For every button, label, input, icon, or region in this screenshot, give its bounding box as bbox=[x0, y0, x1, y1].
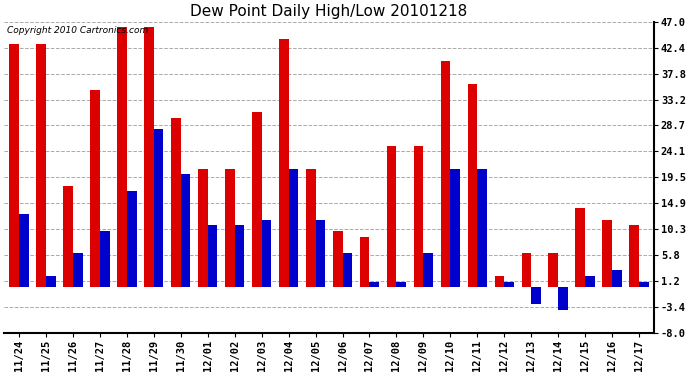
Bar bbox=[522, 254, 531, 287]
Bar bbox=[100, 231, 110, 287]
Bar bbox=[451, 169, 460, 287]
Bar bbox=[468, 84, 477, 287]
Bar bbox=[639, 282, 649, 287]
Bar bbox=[154, 129, 164, 287]
Bar bbox=[225, 169, 235, 287]
Bar bbox=[315, 220, 325, 287]
Bar bbox=[198, 169, 208, 287]
Bar bbox=[9, 44, 19, 287]
Bar bbox=[495, 276, 504, 287]
Bar bbox=[414, 146, 424, 287]
Bar bbox=[531, 287, 541, 304]
Bar bbox=[342, 254, 352, 287]
Bar bbox=[73, 254, 83, 287]
Bar bbox=[629, 225, 639, 287]
Bar bbox=[117, 27, 127, 287]
Bar bbox=[386, 146, 397, 287]
Bar bbox=[235, 225, 244, 287]
Bar bbox=[369, 282, 380, 287]
Bar bbox=[441, 61, 451, 287]
Bar bbox=[602, 220, 612, 287]
Bar bbox=[424, 254, 433, 287]
Bar bbox=[306, 169, 315, 287]
Bar bbox=[46, 276, 56, 287]
Bar bbox=[333, 231, 342, 287]
Text: Copyright 2010 Cartronics.com: Copyright 2010 Cartronics.com bbox=[8, 26, 148, 35]
Bar bbox=[144, 27, 154, 287]
Bar bbox=[171, 118, 181, 287]
Bar bbox=[63, 186, 73, 287]
Bar bbox=[90, 90, 100, 287]
Title: Dew Point Daily High/Low 20101218: Dew Point Daily High/Low 20101218 bbox=[190, 4, 468, 19]
Bar bbox=[252, 112, 262, 287]
Bar bbox=[504, 282, 514, 287]
Bar bbox=[397, 282, 406, 287]
Bar bbox=[575, 208, 585, 287]
Bar bbox=[612, 270, 622, 287]
Bar bbox=[558, 287, 568, 310]
Bar bbox=[585, 276, 595, 287]
Bar bbox=[262, 220, 271, 287]
Bar bbox=[37, 44, 46, 287]
Bar bbox=[127, 191, 137, 287]
Bar bbox=[181, 174, 190, 287]
Bar bbox=[19, 214, 29, 287]
Bar bbox=[208, 225, 217, 287]
Bar bbox=[288, 169, 298, 287]
Bar bbox=[359, 237, 369, 287]
Bar bbox=[279, 39, 288, 287]
Bar bbox=[549, 254, 558, 287]
Bar bbox=[477, 169, 487, 287]
